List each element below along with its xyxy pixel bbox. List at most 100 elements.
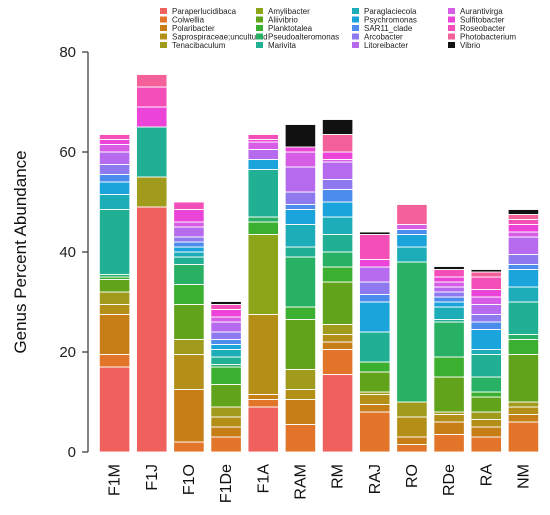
legend-swatch [256,33,263,40]
legend-label: Amylibacter [268,7,310,16]
bar-segment [507,414,540,423]
bar-segment [98,174,131,183]
bar-segment [359,281,391,295]
bar-stack-f1j [136,74,168,453]
bar-segment [359,294,391,303]
y-tick-label: 40 [59,244,76,261]
bar-segment [136,74,168,88]
legend: ParaperlucidibacaColwelliaPolaribacterSa… [160,7,516,50]
bar-segment [321,334,354,343]
bar-segment [470,304,502,315]
bar-segment [210,366,242,385]
legend-item: Arcobacter [352,33,403,42]
bar-segment [98,139,131,145]
bar-segment [247,149,279,160]
legend-label: Roseobacter [460,24,506,33]
bar-segment [321,266,354,283]
bar-stack-rm [321,119,354,453]
bar-segment [247,221,279,235]
bar-segment [210,356,242,365]
legend-item: Planktotalea [256,24,313,33]
bar-segment [396,246,428,263]
bar-segment [284,204,317,210]
bar-segment [210,339,242,345]
legend-swatch [256,8,263,14]
bar-segment [433,286,465,293]
bar-segment [98,151,131,165]
bar-segment [247,234,279,315]
legend-label: Pseudoalteromonas [268,33,339,42]
bar-segment [470,396,502,413]
bar-stack-ro [396,204,428,453]
x-tick-label: F1O [181,464,198,495]
bar-segment [98,209,131,275]
bar-segment [470,349,502,355]
bar-segment [173,241,205,248]
bar-segment [173,226,205,238]
legend-swatch [448,8,455,14]
bar-segment [98,164,131,175]
bar-segment [173,339,205,355]
bar-segment [210,331,242,340]
bar-segment [396,204,428,225]
bar-segment [98,354,131,368]
legend-item: Paraglaciecola [352,7,417,16]
legend-swatch [160,33,167,40]
bar-segment [433,291,465,298]
bar-segment [470,426,502,438]
legend-swatch [256,25,263,31]
legend-item: SAR11_clade [352,24,413,33]
bar-segment [247,216,279,223]
bar-segment [321,324,354,335]
legend-item: Sulfitobacter [448,16,505,25]
bar-segment [470,321,502,330]
bar-segment [470,289,502,298]
bar-segment [173,221,205,228]
bar-segment [173,256,205,265]
legend-swatch [160,16,167,23]
bar-segment [321,161,354,180]
legend-item: Litoreibacter [352,41,408,50]
legend-label: Tenacibaculum [172,41,226,50]
bar-segment [173,284,205,305]
bar-segment [210,349,242,358]
legend-label: SAR11_clade [364,24,413,33]
bar-stack-f1m [98,134,131,453]
legend-label: Paraglaciecola [364,7,417,16]
bar-segment [470,391,502,398]
bar-segment [470,376,502,393]
bar-segment [396,416,428,438]
bar-segment [470,269,502,273]
bar-segment [396,444,428,453]
bar-segment [359,301,391,333]
y-tick-label: 20 [59,344,76,361]
bar-segment [98,366,131,453]
legend-item: Aurantivirga [448,7,503,16]
bar-segment [359,231,391,235]
bar-segment [98,279,131,293]
bar-segment [173,201,205,210]
bar-segment [284,399,317,425]
bar-segment [284,224,317,248]
legend-item: Colwellia [160,16,205,25]
bar-segment [136,206,168,453]
bar-segment [433,421,465,435]
bar-segment [433,434,465,453]
bar-segment [210,416,242,428]
bar-segment [396,436,428,445]
legend-item: Psychromonas [352,16,417,25]
legend-item: Polaribacter [160,24,215,33]
bar-segment [507,406,540,415]
legend-item: Amylibacter [256,7,310,16]
bar-segment [321,349,354,375]
x-tick-label: F1J [144,464,161,491]
bar-segment [470,276,502,290]
bar-stack-f1de [210,301,242,453]
bar-segment [98,304,131,315]
bar-segment [470,329,502,350]
bar-segment [173,209,205,223]
x-tick-label: NM [515,464,532,489]
bar-segment [284,389,317,400]
x-tick-label: F1De [218,464,235,503]
x-tick-label: RAM [292,464,309,500]
